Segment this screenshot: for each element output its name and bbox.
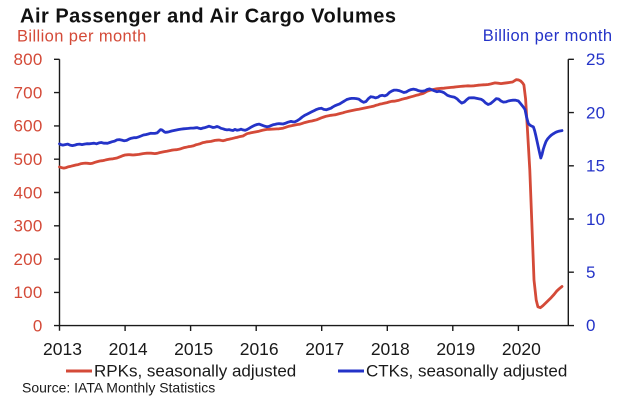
svg-text:5: 5 [586, 263, 596, 282]
svg-text:20: 20 [586, 103, 605, 122]
svg-text:200: 200 [14, 250, 43, 269]
svg-text:2014: 2014 [109, 339, 148, 359]
svg-text:Air Passenger and Air Cargo Vo: Air Passenger and Air Cargo Volumes [20, 6, 397, 28]
svg-text:2020: 2020 [502, 339, 541, 359]
svg-text:RPKs, seasonally adjusted: RPKs, seasonally adjusted [94, 362, 296, 381]
svg-text:CTKs, seasonally adjusted: CTKs, seasonally adjusted [366, 362, 567, 381]
svg-text:500: 500 [14, 150, 43, 169]
svg-text:0: 0 [33, 316, 43, 335]
svg-text:100: 100 [14, 283, 43, 302]
svg-text:400: 400 [14, 183, 43, 202]
svg-text:2017: 2017 [305, 339, 344, 359]
svg-text:2015: 2015 [174, 339, 213, 359]
svg-text:10: 10 [586, 210, 605, 229]
svg-text:25: 25 [586, 50, 605, 69]
svg-text:300: 300 [14, 217, 43, 236]
svg-text:600: 600 [14, 117, 43, 136]
svg-text:800: 800 [14, 50, 43, 69]
svg-text:2016: 2016 [240, 339, 279, 359]
svg-text:Source: IATA Monthly Statistic: Source: IATA Monthly Statistics [22, 380, 215, 396]
svg-text:2018: 2018 [371, 339, 410, 359]
svg-text:2019: 2019 [436, 339, 475, 359]
svg-text:15: 15 [586, 157, 605, 176]
svg-text:700: 700 [14, 83, 43, 102]
svg-text:Billion per month: Billion per month [17, 28, 147, 46]
svg-text:0: 0 [586, 316, 596, 335]
svg-text:Billion per month: Billion per month [483, 27, 613, 45]
svg-text:2013: 2013 [43, 339, 82, 359]
